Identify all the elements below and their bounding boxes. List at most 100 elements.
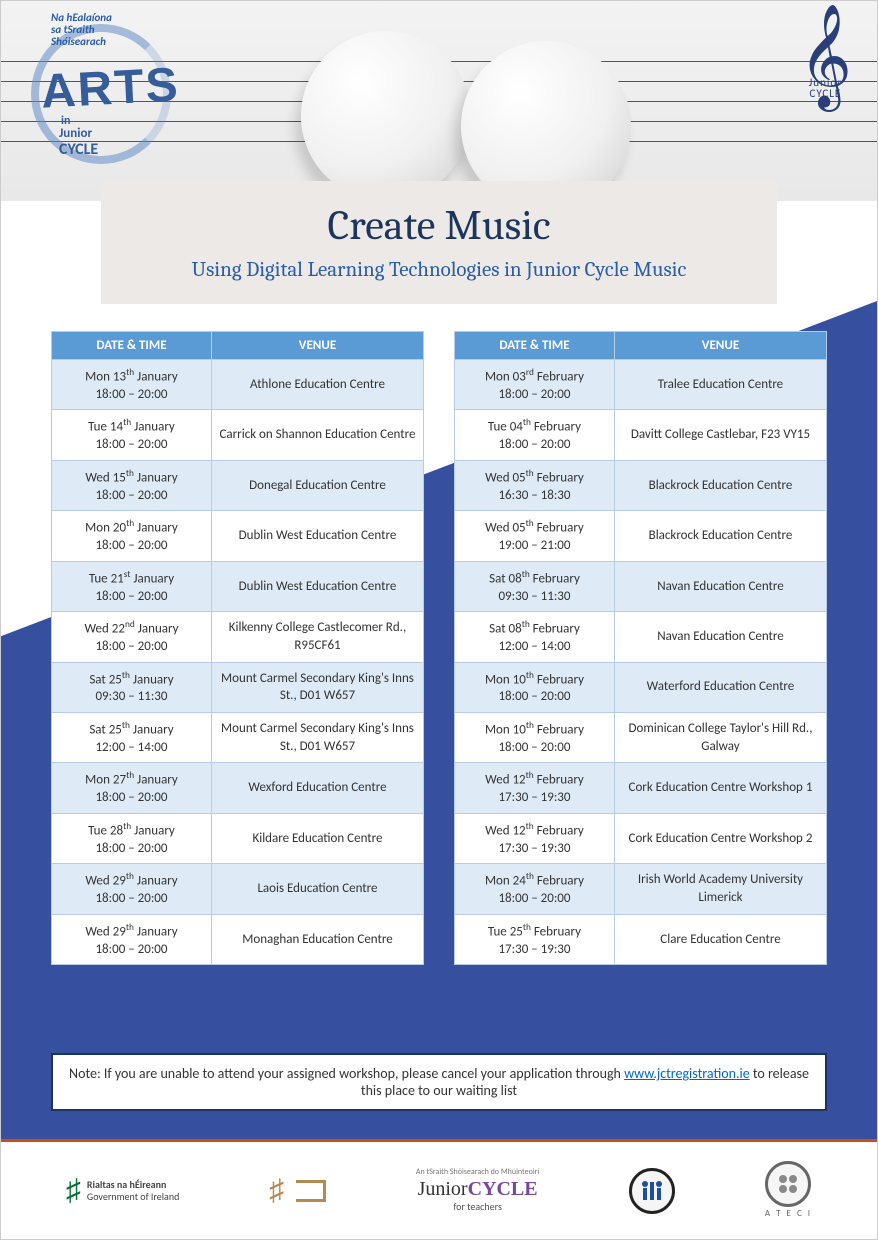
table-row: Wed 15th January18:00 – 20:00Donegal Edu… (52, 460, 424, 510)
cell-datetime: Wed 05th February19:00 – 21:00 (455, 511, 615, 561)
table-row: Mon 10th February18:00 – 20:00Dominican … (455, 712, 827, 762)
table-row: Sat 25th January12:00 – 14:00Mount Carme… (52, 712, 424, 762)
cell-datetime: Wed 22nd January18:00 – 20:00 (52, 612, 212, 662)
junior-cycle-logo: An tSraith Shóisearach do Mhúinteoirí Ju… (416, 1168, 539, 1214)
cell-venue: Navan Education Centre (614, 561, 826, 611)
jc-pre: Junior (418, 1178, 468, 1200)
table-row: Wed 05th February19:00 – 21:00Blackrock … (455, 511, 827, 561)
cell-datetime: Sat 08th February09:30 – 11:30 (455, 561, 615, 611)
cell-venue: Blackrock Education Centre (614, 460, 826, 510)
col-venue: VENUE (614, 332, 826, 360)
page: Na hEalaíona sa tSraith Shóisearach ARTS… (0, 0, 878, 1240)
cell-datetime: Mon 13th January18:00 – 20:00 (52, 360, 212, 410)
cell-venue: Athlone Education Centre (211, 360, 423, 410)
cell-venue: Dominican College Taylor's Hill Rd., Gal… (614, 712, 826, 762)
cell-datetime: Tue 04th February18:00 – 20:00 (455, 410, 615, 460)
footer: ♯ Rialtas na hÉireann Government of Irel… (1, 1139, 877, 1239)
table-row: Mon 20th January18:00 – 20:00Dublin West… (52, 511, 424, 561)
cell-datetime: Wed 15th January18:00 – 20:00 (52, 460, 212, 510)
cell-venue: Wexford Education Centre (211, 763, 423, 813)
table-row: Wed 22nd January18:00 – 20:00Kilkenny Co… (52, 612, 424, 662)
cell-venue: Cork Education Centre Workshop 2 (614, 813, 826, 863)
banner: Na hEalaíona sa tSraith Shóisearach ARTS… (1, 1, 877, 201)
cell-venue: Kilkenny College Castlecomer Rd., R95CF6… (211, 612, 423, 662)
note-box: Note: If you are unable to attend your a… (51, 1053, 827, 1111)
arts-logo-junior: Junior (59, 126, 92, 141)
col-datetime: DATE & TIME (52, 332, 212, 360)
cell-venue: Davitt College Castlebar, F23 VY15 (614, 410, 826, 460)
cell-venue: Cork Education Centre Workshop 1 (614, 763, 826, 813)
cell-datetime: Wed 05th February16:30 – 18:30 (455, 460, 615, 510)
cell-datetime: Mon 20th January18:00 – 20:00 (52, 511, 212, 561)
cell-datetime: Sat 25th January12:00 – 14:00 (52, 712, 212, 762)
table-row: Mon 27th January18:00 – 20:00Wexford Edu… (52, 763, 424, 813)
ateci-logo: A T E C I (765, 1161, 812, 1220)
arts-logo-cycle: CYCLE (59, 140, 98, 159)
cell-datetime: Mon 27th January18:00 – 20:00 (52, 763, 212, 813)
cell-datetime: Sat 25th January09:30 – 11:30 (52, 662, 212, 712)
cell-datetime: Mon 10th February18:00 – 20:00 (455, 712, 615, 762)
cell-datetime: Tue 28th January18:00 – 20:00 (52, 813, 212, 863)
cell-venue: Tralee Education Centre (614, 360, 826, 410)
cell-venue: Navan Education Centre (614, 612, 826, 662)
col-datetime: DATE & TIME (455, 332, 615, 360)
page-title: Create Music (111, 201, 767, 250)
gov-en: Government of Ireland (87, 1191, 179, 1203)
cell-venue: Mount Carmel Secondary King's Inns St., … (211, 662, 423, 712)
jc-top: An tSraith Shóisearach do Mhúinteoirí (416, 1168, 539, 1178)
cell-venue: Laois Education Centre (211, 864, 423, 914)
cell-venue: Clare Education Centre (614, 914, 826, 964)
table-row: Sat 25th January09:30 – 11:30Mount Carme… (52, 662, 424, 712)
cell-venue: Blackrock Education Centre (614, 511, 826, 561)
cell-datetime: Mon 10th February18:00 – 20:00 (455, 662, 615, 712)
table-row: Tue 04th February18:00 – 20:00Davitt Col… (455, 410, 827, 460)
cell-datetime: Wed 29th January18:00 – 20:00 (52, 914, 212, 964)
schedule-table-right: DATE & TIME VENUE Mon 03rd February18:00… (454, 331, 827, 965)
gov-logo: ♯ Rialtas na hÉireann Government of Irel… (66, 1173, 179, 1209)
harp-icon: ♯ (269, 1173, 284, 1209)
cell-venue: Monaghan Education Centre (211, 914, 423, 964)
table-row: Tue 21st January18:00 – 20:00Dublin West… (52, 561, 424, 611)
treble-clef-icon: 𝄞 Junior CYCLE (799, 11, 852, 99)
table-row: Wed 29th January18:00 – 20:00Laois Educa… (52, 864, 424, 914)
table-row: Tue 25th February17:30 – 19:30Clare Educ… (455, 914, 827, 964)
table-row: Wed 29th January18:00 – 20:00Monaghan Ed… (52, 914, 424, 964)
table-row: Wed 05th February16:30 – 18:30Blackrock … (455, 460, 827, 510)
table-row: Sat 08th February12:00 – 14:00Navan Educ… (455, 612, 827, 662)
table-row: Wed 12th February17:30 – 19:30Cork Educa… (455, 813, 827, 863)
table-row: Mon 03rd February18:00 – 20:00Tralee Edu… (455, 360, 827, 410)
cell-venue: Kildare Education Centre (211, 813, 423, 863)
table-row: Mon 24th February18:00 – 20:00Irish Worl… (455, 864, 827, 914)
cell-venue: Mount Carmel Secondary King's Inns St., … (211, 712, 423, 762)
arts-logo-arts: ARTS (40, 57, 181, 119)
cell-datetime: Sat 08th February12:00 – 14:00 (455, 612, 615, 662)
jc-cyc: CYCLE (468, 1178, 538, 1200)
cell-datetime: Wed 12th February17:30 – 19:30 (455, 763, 615, 813)
schedule-tables: DATE & TIME VENUE Mon 13th January18:00 … (51, 331, 827, 965)
table-row: Wed 12th February17:30 – 19:30Cork Educa… (455, 763, 827, 813)
cell-datetime: Tue 21st January18:00 – 20:00 (52, 561, 212, 611)
note-link[interactable]: www.jctregistration.ie (624, 1065, 750, 1082)
table-row: Mon 13th January18:00 – 20:00Athlone Edu… (52, 360, 424, 410)
arts-logo: Na hEalaíona sa tSraith Shóisearach ARTS… (21, 6, 191, 166)
col-venue: VENUE (211, 332, 423, 360)
harp-icon: ♯ (66, 1173, 81, 1209)
earbud-graphic (461, 41, 631, 201)
cell-venue: Dublin West Education Centre (211, 511, 423, 561)
cell-venue: Waterford Education Centre (614, 662, 826, 712)
cell-datetime: Mon 24th February18:00 – 20:00 (455, 864, 615, 914)
note-prefix: Note: If you are unable to attend your a… (69, 1065, 624, 1082)
cell-venue: Irish World Academy University Limerick (614, 864, 826, 914)
table-row: Mon 10th February18:00 – 20:00Waterford … (455, 662, 827, 712)
cell-venue: Dublin West Education Centre (211, 561, 423, 611)
table-row: Tue 14th January18:00 – 20:00Carrick on … (52, 410, 424, 460)
ateci-text: A T E C I (765, 1209, 812, 1220)
cell-datetime: Tue 14th January18:00 – 20:00 (52, 410, 212, 460)
gov-ie: Rialtas na hÉireann (87, 1179, 179, 1191)
table-row: Sat 08th February09:30 – 11:30Navan Educ… (455, 561, 827, 611)
cell-datetime: Tue 25th February17:30 – 19:30 (455, 914, 615, 964)
cell-datetime: Wed 12th February17:30 – 19:30 (455, 813, 615, 863)
cell-venue: Donegal Education Centre (211, 460, 423, 510)
earbud-graphic (301, 31, 471, 201)
jc-sub: for teachers (453, 1201, 502, 1213)
